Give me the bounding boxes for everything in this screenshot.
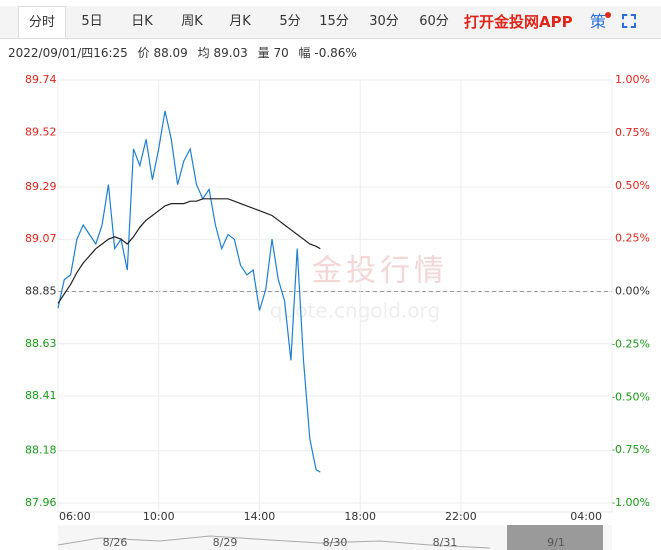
- tab[interactable]: 分时: [18, 6, 66, 38]
- quote-info: 2022/09/01/四16:25 价 88.09 均 89.03 量 70 幅…: [8, 44, 363, 61]
- y-tick-label: 89.07: [25, 232, 57, 245]
- x-tick-label: 22:00: [445, 510, 477, 523]
- y-tick-label: 88.18: [25, 444, 57, 457]
- app-link[interactable]: 打开金投网APP: [464, 13, 573, 31]
- x-tick-label: 10:00: [143, 510, 175, 523]
- plot-frame: [57, 79, 613, 513]
- tab[interactable]: 日K: [131, 14, 153, 29]
- average: 均 89.03: [197, 46, 248, 60]
- y2-tick-label: 0.25%: [615, 232, 650, 245]
- navigator-line: [57, 535, 491, 549]
- price: 价 88.09: [137, 46, 188, 60]
- x-tick-label: 18:00: [344, 510, 376, 523]
- x-tick-label: 04:00: [570, 510, 602, 523]
- y-tick-label: 87.96: [25, 496, 57, 509]
- y2-tick-label: 0.00%: [615, 285, 650, 298]
- series-line: [57, 198, 321, 304]
- navigator-window[interactable]: [507, 525, 603, 550]
- navigator-label: 9/1: [547, 536, 565, 549]
- y-tick-label: 89.29: [25, 180, 57, 193]
- change: 幅 -0.86%: [298, 46, 357, 60]
- series-line: [57, 110, 321, 473]
- navigator-label: 8/31: [433, 536, 458, 549]
- tab-bar: 打开金投网APP 策 分时 5日 日K 周K 月K 5分 15分 30分 60分: [0, 6, 661, 39]
- navigator-label: 8/30: [323, 536, 348, 549]
- y2-tick-label: 0.50%: [615, 179, 650, 192]
- tab[interactable]: 5日: [81, 14, 103, 29]
- tab[interactable]: 月K: [229, 14, 251, 29]
- fullscreen-icon[interactable]: [622, 14, 636, 28]
- y2-tick-label: 0.75%: [615, 126, 650, 139]
- watermark-site: quote.cngold.org: [270, 299, 440, 323]
- tab[interactable]: 60分: [419, 14, 449, 29]
- y2-tick-label: -0.25%: [611, 337, 650, 350]
- y-tick-label: 89.52: [25, 125, 57, 138]
- volume: 量 70: [257, 46, 289, 60]
- y2-tick-label: -0.75%: [611, 443, 650, 456]
- y-tick-label: 89.74: [25, 73, 57, 86]
- y-tick-label: 88.85: [25, 285, 57, 298]
- y2-tick-label: -1.00%: [611, 496, 650, 509]
- x-tick-label: 06:00: [59, 510, 91, 523]
- tab[interactable]: 5分: [279, 14, 301, 29]
- y-tick-label: 88.63: [25, 337, 57, 350]
- y-tick-label: 88.41: [25, 389, 57, 402]
- strategy-button[interactable]: 策: [590, 12, 607, 31]
- navigator-label: 8/26: [103, 536, 128, 549]
- datetime: 2022/09/01/四16:25: [8, 46, 128, 60]
- y2-tick-label: -0.50%: [611, 390, 650, 403]
- notify-dot: [605, 12, 611, 18]
- y2-tick-label: 1.00%: [615, 73, 650, 86]
- tab[interactable]: 周K: [181, 14, 203, 29]
- x-tick-label: 14:00: [244, 510, 276, 523]
- tab[interactable]: 15分: [319, 14, 349, 29]
- tab[interactable]: 30分: [369, 14, 399, 29]
- watermark-brand: 金投行情: [312, 254, 448, 289]
- navigator-label: 8/29: [213, 536, 238, 549]
